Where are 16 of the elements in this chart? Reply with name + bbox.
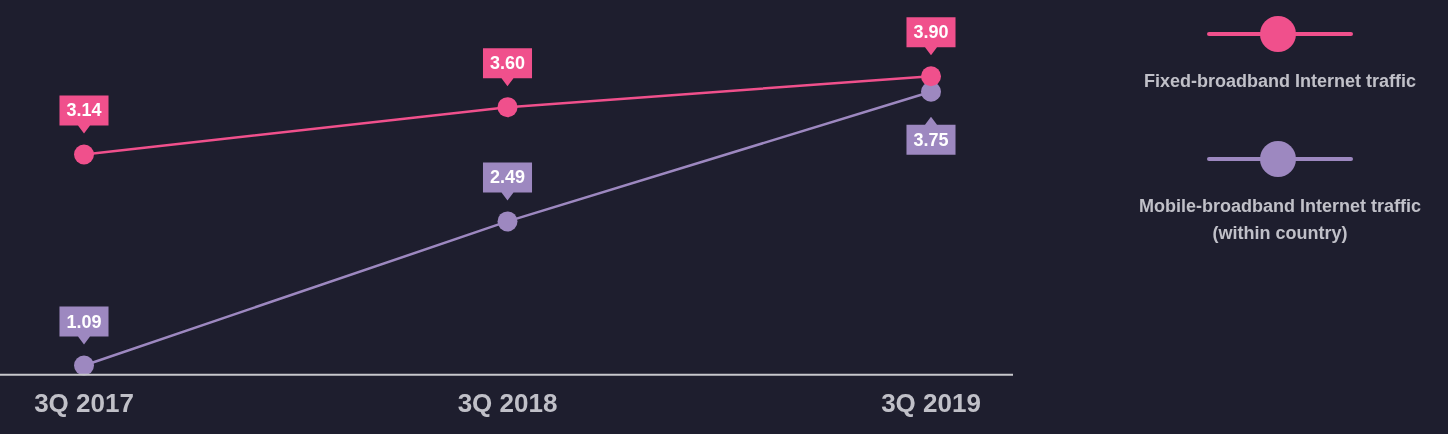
data-label: 2.49 bbox=[489, 167, 526, 188]
point bbox=[74, 355, 94, 376]
x-tick-label: 3Q 2017 bbox=[34, 387, 134, 418]
point bbox=[921, 66, 941, 87]
data-label: 3.75 bbox=[913, 129, 949, 150]
point bbox=[74, 144, 94, 165]
point bbox=[497, 211, 518, 232]
legend-label: Mobile-broadband Internet traffic (within country) bbox=[1138, 195, 1422, 245]
x-tick-label: 3Q 2018 bbox=[457, 387, 558, 418]
data-label: 3.60 bbox=[489, 53, 526, 74]
data-label: 3.90 bbox=[913, 22, 949, 43]
data-label: 3.14 bbox=[66, 100, 102, 121]
point bbox=[497, 97, 518, 118]
data-label: 1.09 bbox=[66, 311, 102, 332]
x-tick-label: 3Q 2019 bbox=[881, 387, 981, 418]
legend-label: Fixed-broadband Internet traffic bbox=[1143, 70, 1417, 93]
